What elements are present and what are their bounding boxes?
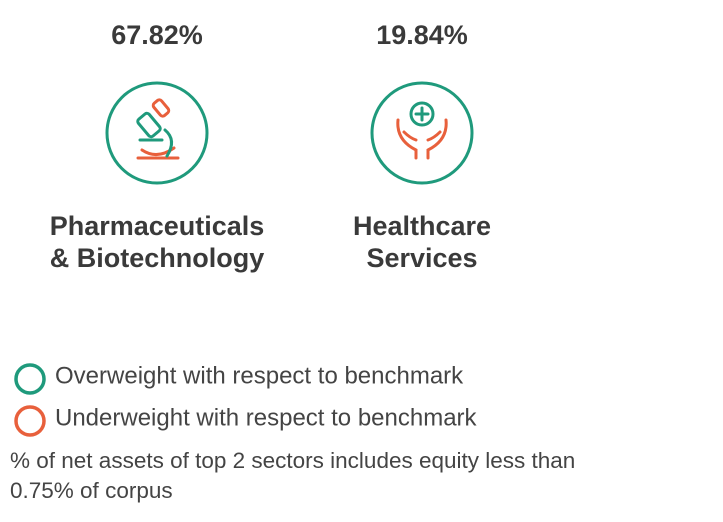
care-icon bbox=[396, 101, 448, 160]
legend-swatch bbox=[14, 405, 46, 437]
sector-label: Healthcare bbox=[353, 211, 491, 241]
sector-value: 67.82% bbox=[111, 20, 203, 50]
sector-label: Services bbox=[366, 243, 477, 273]
footnote: 0.75% of corpus bbox=[10, 478, 173, 503]
sector-ring bbox=[370, 81, 474, 185]
footnote: % of net assets of top 2 sectors include… bbox=[10, 448, 575, 473]
legend-swatch bbox=[14, 363, 46, 395]
sector-label: & Biotechnology bbox=[50, 243, 265, 273]
sector-label: Pharmaceuticals bbox=[50, 211, 265, 241]
legend-label: Overweight with respect to benchmark bbox=[55, 362, 464, 389]
microscope-icon bbox=[136, 98, 180, 160]
legend-label: Underweight with respect to benchmark bbox=[55, 404, 478, 431]
sector-ring bbox=[105, 81, 209, 185]
sector-value: 19.84% bbox=[376, 20, 468, 50]
